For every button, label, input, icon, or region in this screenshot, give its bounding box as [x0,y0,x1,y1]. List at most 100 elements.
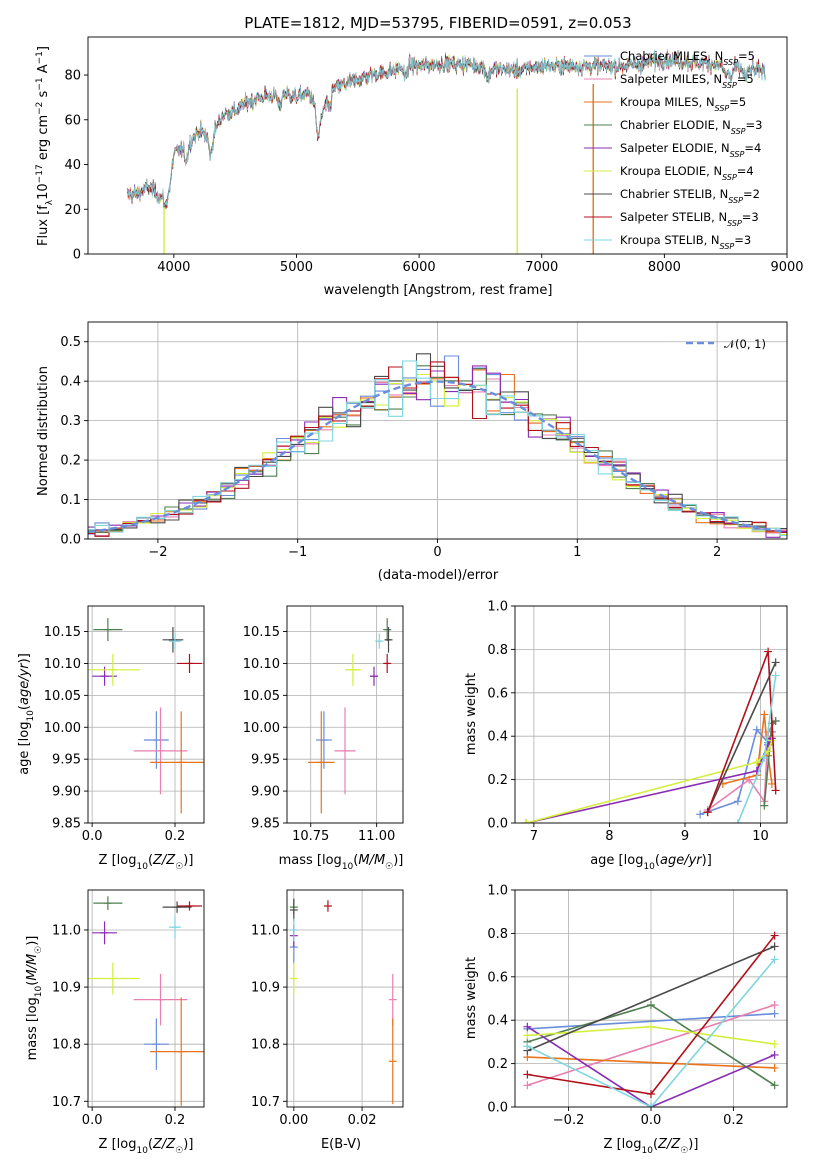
y-tick-label: 1.0 [487,884,508,899]
x-tick-label: 6000 [403,260,436,275]
weight-line-7 [527,945,775,1052]
axes-frame [514,889,788,1108]
weight-marker [523,1031,532,1040]
legend-label-3: Kroupa MILES, NSSP=5 [620,95,746,113]
weight-line-7 [706,662,777,813]
y-tick-label: 9.85 [52,817,81,832]
axes-frame [87,889,205,1108]
weight-marker [770,1001,779,1010]
weight-marker [770,931,779,940]
x-tick-label: 0.2 [723,1113,744,1128]
weight-line-3 [527,1056,775,1069]
plot-area [126,49,766,254]
legend: Chabrier MILES, NSSP=5 Salpeter MILES, NS… [584,49,762,251]
x-tick-label: −1 [288,545,307,560]
weight-marker [771,671,780,680]
axes-frame [514,605,788,824]
weight-marker [696,810,705,819]
x-tick-label: 10.75 [292,829,329,844]
y-tick-label: 0.6 [487,686,508,701]
y-tick-label: 0.0 [487,1101,508,1116]
panel-spectrum: 4000 5000 6000 7000 8000 9000 0 20 40 60 80 [64,36,804,275]
legend-label-6: Kroupa ELODIE, NSSP=4 [620,164,754,182]
weight-marker [733,819,742,823]
legend-label-8: Salpeter STELIB, NSSP=3 [620,210,759,228]
panel-mass-vs-Z: 0.0 0.2 10.7 10.8 10.9 11.0 [52,889,205,1128]
x-tick-label: 5000 [280,260,313,275]
y-axis-label: age [log10(age/yr)] [17,653,36,775]
axes-frame [87,36,788,255]
y-tick-label: 10.10 [243,657,280,672]
y-tick-label: 10.7 [251,1095,280,1110]
legend-label-normal: 𝒩(0, 1) [724,337,766,351]
y-tick-label: 10.8 [251,1038,280,1053]
panel-title: PLATE=1812, MJD=53795, FIBERID=0591, z=0… [244,14,631,32]
x-tick-label: 9000 [770,260,803,275]
y-tick-label: 10.10 [44,657,81,672]
y-tick-label: 0.0 [487,817,508,832]
plot-area [308,618,393,814]
weight-marker [733,797,742,806]
x-axis-label: E(B-V) [321,1137,361,1152]
weight-marker [770,955,779,964]
x-axis-label: age [log10(age/yr)] [590,853,712,872]
y-tick-label: 11.0 [251,923,280,938]
x-tick-label: 7000 [525,260,558,275]
y-tick-label: 0.2 [60,454,81,469]
panel-age-vs-mass: 10.75 11.00 9.85 9.90 9.95 10.00 10.05 10.10 10.… [243,605,404,844]
y-tick-label: 10.9 [52,981,81,996]
y-tick-label: 80 [64,69,81,84]
legend-label-1: Chabrier MILES, NSSP=5 [620,49,755,67]
x-tick-label: 0.0 [82,1113,103,1128]
y-tick-label: 9.95 [52,753,81,768]
y-tick-label: 10.00 [243,721,280,736]
y-tick-label: 0.8 [487,643,508,658]
x-axis-label: mass [log10(M/M☉)] [279,853,404,872]
weight-marker [752,725,761,734]
panel-age-vs-Z: 0.0 0.2 9.85 9.90 9.95 10.00 10.05 10.10 10.15 [44,605,205,844]
x-tick-label: −2 [148,545,167,560]
y-tick-label: 0.1 [60,493,81,508]
y-tick-label: 10.05 [44,689,81,704]
axes-frame [87,321,788,540]
x-tick-label: −0.2 [553,1113,585,1128]
weight-marker [523,1042,532,1051]
plot-area [88,618,204,814]
x-axis-label: wavelength [Angstrom, rest frame] [324,283,553,298]
weight-marker [770,1081,779,1090]
legend-label-2: Salpeter MILES, NSSP=5 [620,72,754,90]
histogram-9 [88,360,787,536]
spectrum-line-9 [127,49,766,210]
y-tick-label: 1.0 [487,600,508,615]
axes-frame [87,605,205,824]
y-tick-label: 10.00 [44,721,81,736]
x-axis-label: Z [log10(Z/Z☉)] [99,853,194,872]
y-axis-label: Flux [fλ10−17 erg cm−2 s−1 A−1] [35,46,55,246]
weight-marker [770,1009,779,1018]
y-tick-label: 0.5 [60,335,81,350]
x-tick-label: 1 [573,545,581,560]
y-tick-label: 10.15 [44,625,81,640]
x-tick-label: 2 [713,545,721,560]
y-tick-label: 10.9 [251,981,280,996]
x-tick-label: 0 [433,545,441,560]
panel-residuals: −2 −1 0 1 2 0.0 0.1 0.2 0.3 0.4 0.5 [60,321,788,560]
x-tick-label: 10 [752,829,769,844]
plot-area [88,353,787,538]
y-tick-label: 9.90 [251,785,280,800]
axes-frame [286,605,404,824]
x-tick-label: 8 [605,829,613,844]
x-axis-label: Z [log10(Z/Z☉)] [604,1137,699,1156]
y-tick-label: 10.7 [52,1095,81,1110]
x-tick-label: 0.2 [165,829,186,844]
weight-line-5 [526,1026,775,1107]
x-axis-label: Z [log10(Z/Z☉)] [99,1137,194,1156]
y-tick-label: 0 [73,248,81,263]
y-tick-label: 11.0 [52,923,81,938]
weight-marker [523,1022,532,1031]
x-tick-label: 8000 [648,260,681,275]
weight-line-2 [527,1004,775,1087]
x-tick-label: 0.2 [165,1113,186,1128]
x-tick-label: 9 [681,829,689,844]
